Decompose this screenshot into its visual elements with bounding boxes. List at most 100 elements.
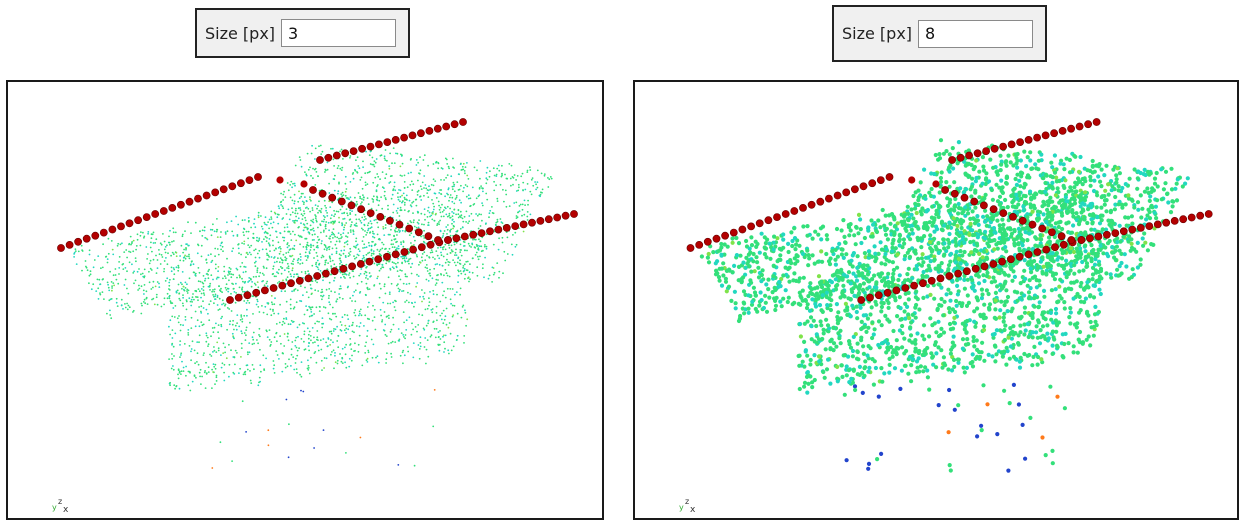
cloud-point	[272, 360, 275, 362]
cloud-point	[172, 227, 175, 230]
cloud-point	[482, 190, 484, 193]
cloud-point	[462, 162, 465, 165]
cloud-point	[202, 285, 205, 288]
cloud-point	[344, 361, 346, 364]
point-cloud-viewport-right[interactable]: y z x	[633, 80, 1239, 520]
cloud-point	[1132, 205, 1137, 210]
cloud-point	[413, 305, 415, 308]
cloud-point	[228, 273, 231, 275]
cloud-point	[934, 351, 939, 356]
cloud-point	[381, 241, 383, 244]
cloud-point	[235, 282, 237, 285]
cloud-point	[188, 257, 191, 260]
cloud-point	[466, 174, 469, 177]
cloud-point	[101, 291, 104, 293]
size-input-left[interactable]	[281, 19, 397, 47]
cloud-point	[156, 267, 159, 269]
cloud-point	[1062, 300, 1067, 305]
cloud-point	[188, 277, 191, 280]
cloud-point	[85, 265, 87, 268]
cloud-point	[724, 289, 729, 294]
cloud-point	[386, 302, 389, 305]
cloud-point	[426, 192, 429, 194]
cloud-point	[198, 325, 201, 328]
point-cloud-canvas-right[interactable]	[635, 82, 1237, 518]
cloud-point	[391, 340, 394, 343]
cloud-point	[375, 190, 378, 193]
cloud-point	[473, 203, 476, 205]
cloud-point	[452, 212, 455, 215]
cloud-point	[352, 233, 355, 236]
cloud-point	[341, 316, 344, 319]
cloud-point	[117, 242, 120, 245]
cloud-point	[325, 207, 327, 209]
cloud-point	[401, 290, 403, 292]
ridge-marker	[561, 211, 570, 220]
cloud-point	[353, 311, 356, 314]
point-cloud-viewport-left[interactable]: y z x	[6, 80, 604, 520]
cloud-point	[445, 213, 448, 216]
cloud-point	[194, 362, 197, 365]
cloud-point	[289, 184, 292, 186]
cloud-point	[1071, 214, 1076, 219]
cloud-point	[331, 351, 333, 353]
cloud-point	[293, 182, 296, 185]
cloud-point	[109, 309, 111, 312]
cloud-point	[897, 295, 902, 300]
cloud-point	[187, 289, 190, 292]
cloud-point	[334, 235, 336, 238]
cloud-point	[399, 206, 402, 209]
cloud-point	[111, 289, 113, 292]
cloud-point	[983, 208, 988, 213]
cloud-point	[368, 272, 371, 274]
cloud-point	[256, 236, 258, 239]
cloud-point	[344, 346, 346, 349]
cloud-point	[441, 210, 444, 213]
cloud-point	[200, 244, 203, 247]
cloud-point	[455, 248, 457, 251]
cloud-point	[814, 323, 819, 329]
cloud-point	[299, 285, 302, 287]
size-input-right[interactable]	[918, 19, 1034, 48]
cloud-point	[730, 240, 735, 245]
cloud-point	[879, 304, 884, 310]
cloud-point	[247, 353, 249, 356]
cloud-point	[411, 202, 413, 204]
cloud-point	[340, 148, 343, 151]
cloud-point	[291, 254, 294, 257]
cloud-point	[362, 160, 364, 163]
cloud-point	[479, 177, 481, 180]
cloud-point	[429, 251, 432, 254]
cloud-point	[541, 191, 543, 194]
cloud-point	[265, 282, 268, 285]
cloud-point	[417, 226, 420, 229]
cloud-point	[366, 317, 369, 320]
cloud-point	[867, 285, 872, 290]
cloud-point	[205, 361, 207, 364]
cloud-point	[422, 159, 425, 161]
cloud-point	[172, 267, 175, 269]
cloud-point	[291, 207, 293, 210]
cloud-point	[200, 305, 203, 308]
cloud-point	[1004, 175, 1010, 180]
cloud-point	[870, 320, 875, 325]
ridge-marker	[400, 248, 409, 256]
cloud-point	[423, 175, 426, 177]
outlier-point	[313, 447, 315, 449]
cloud-point	[416, 194, 419, 196]
cloud-point	[196, 352, 199, 355]
cloud-point	[1075, 350, 1080, 355]
cloud-point	[409, 158, 412, 161]
cloud-point	[1091, 247, 1096, 253]
cloud-point	[403, 354, 406, 357]
cloud-point	[530, 193, 533, 196]
point-cloud-canvas-left[interactable]	[8, 82, 602, 518]
cloud-point	[369, 170, 371, 173]
cloud-point	[220, 325, 223, 328]
cloud-point	[819, 249, 824, 254]
cloud-point	[394, 229, 396, 232]
cloud-point	[840, 374, 845, 379]
cloud-point	[244, 219, 246, 221]
cloud-point	[337, 192, 339, 195]
cloud-point	[345, 208, 348, 210]
